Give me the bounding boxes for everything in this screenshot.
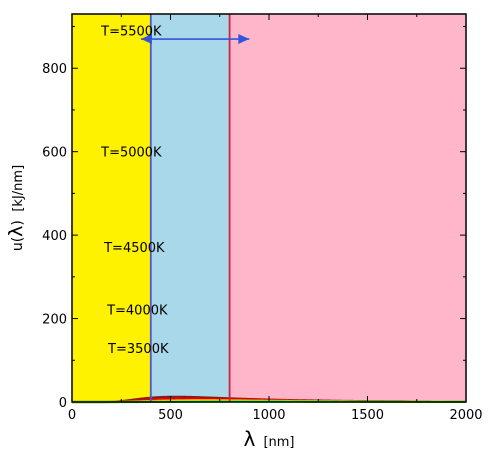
region-dividers [149, 14, 231, 402]
y-axis-suffix: ) [10, 220, 26, 225]
y-axis-title: u(λ) [kJ/nm] [5, 165, 27, 251]
x-tick-label: 1500 [351, 408, 384, 423]
series-label-5000k: T=5000K [100, 146, 162, 161]
arrow-head-left [140, 34, 152, 45]
x-tick-label: 1000 [252, 408, 285, 423]
x-tick-label: 2000 [449, 408, 482, 423]
region-2 [229, 14, 466, 402]
x-axis-title: λ [nm] [244, 427, 295, 451]
region-1 [150, 14, 230, 402]
series-label-3500k: T=3500K [107, 342, 169, 357]
x-tick-label: 0 [68, 408, 76, 423]
y-tick-label: 600 [42, 146, 67, 161]
series-labels: T=5500K T=5000K T=4500K T=4000K T=3500K [100, 25, 169, 357]
x-axis-unit: [nm] [263, 435, 294, 450]
series-label-4500k: T=4500K [103, 241, 165, 256]
visible-range-arrow [140, 34, 250, 45]
x-axis-symbol: λ [244, 427, 256, 451]
y-axis-symbol: λ [5, 226, 27, 237]
axis-ticks: 0 500 1000 1500 2000 0 200 400 600 800 [42, 14, 483, 423]
series-label-4000k: T=4000K [106, 303, 168, 318]
y-tick-label: 0 [59, 396, 67, 411]
y-tick-label: 400 [42, 229, 67, 244]
y-axis-prefix: u( [10, 237, 26, 251]
series-label-5500k: T=5500K [100, 25, 162, 40]
y-axis-unit: [kJ/nm] [11, 165, 26, 212]
spectrum-regions [72, 14, 466, 402]
y-tick-label: 200 [42, 313, 67, 328]
region-0 [72, 14, 151, 402]
x-tick-label: 500 [158, 408, 183, 423]
arrow-head-right [238, 34, 250, 45]
y-tick-label: 800 [42, 62, 67, 77]
